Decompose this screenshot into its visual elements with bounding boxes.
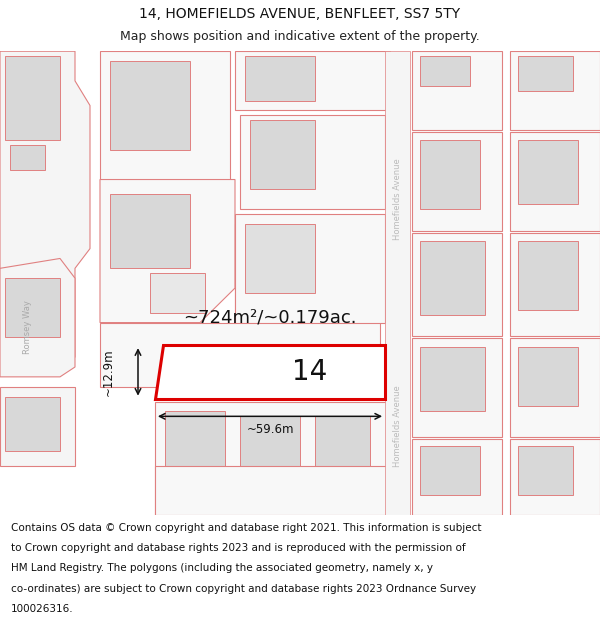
Bar (5, 397, 60, 451)
Bar (155, 401, 390, 515)
Bar (518, 446, 573, 495)
Bar (420, 446, 480, 495)
Bar (235, 51, 390, 111)
Bar (518, 140, 578, 204)
Bar (385, 51, 410, 515)
Bar (155, 466, 390, 515)
Polygon shape (0, 387, 75, 466)
Bar (250, 121, 315, 189)
Bar (510, 232, 600, 336)
Text: co-ordinates) are subject to Crown copyright and database rights 2023 Ordnance S: co-ordinates) are subject to Crown copyr… (11, 584, 476, 594)
Bar (412, 232, 502, 336)
Bar (518, 241, 578, 310)
Bar (100, 51, 230, 179)
Bar (412, 439, 502, 515)
Polygon shape (155, 345, 385, 399)
Bar (315, 416, 370, 481)
Text: to Crown copyright and database rights 2023 and is reproduced with the permissio: to Crown copyright and database rights 2… (11, 543, 466, 553)
Text: Romsey Way: Romsey Way (23, 301, 32, 354)
Bar (10, 145, 45, 169)
Bar (110, 194, 190, 268)
Bar (240, 416, 300, 476)
Bar (412, 51, 502, 130)
Polygon shape (0, 259, 75, 377)
Text: ~12.9m: ~12.9m (101, 348, 115, 396)
Text: 14: 14 (292, 358, 328, 386)
Bar (245, 56, 315, 101)
Text: Map shows position and indicative extent of the property.: Map shows position and indicative extent… (120, 31, 480, 43)
Text: ~59.6m: ~59.6m (246, 422, 294, 436)
Polygon shape (100, 179, 235, 322)
Bar (235, 214, 385, 322)
Bar (412, 338, 502, 437)
Bar (245, 224, 315, 293)
Bar (5, 56, 60, 140)
Bar (240, 116, 385, 209)
Text: Contains OS data © Crown copyright and database right 2021. This information is : Contains OS data © Crown copyright and d… (11, 522, 481, 532)
Bar (420, 241, 485, 315)
Bar (510, 51, 600, 130)
Bar (412, 132, 502, 231)
Text: Homefields Avenue: Homefields Avenue (392, 158, 401, 240)
Bar (518, 56, 573, 91)
Text: Homefields Avenue: Homefields Avenue (392, 386, 401, 467)
Text: 14, HOMEFIELDS AVENUE, BENFLEET, SS7 5TY: 14, HOMEFIELDS AVENUE, BENFLEET, SS7 5TY (139, 8, 461, 21)
Text: HM Land Registry. The polygons (including the associated geometry, namely x, y: HM Land Registry. The polygons (includin… (11, 563, 433, 573)
Bar (420, 348, 485, 411)
Bar (165, 411, 225, 466)
Bar (420, 56, 470, 86)
Text: 100026316.: 100026316. (11, 604, 73, 614)
Text: ~724m²/~0.179ac.: ~724m²/~0.179ac. (183, 309, 357, 327)
Bar (110, 61, 190, 150)
Bar (510, 338, 600, 437)
Bar (510, 439, 600, 515)
Bar (150, 273, 205, 312)
Bar (5, 278, 60, 338)
Bar (510, 132, 600, 231)
Bar (420, 140, 480, 209)
Bar (518, 348, 578, 406)
Polygon shape (0, 51, 90, 367)
Polygon shape (100, 224, 380, 387)
